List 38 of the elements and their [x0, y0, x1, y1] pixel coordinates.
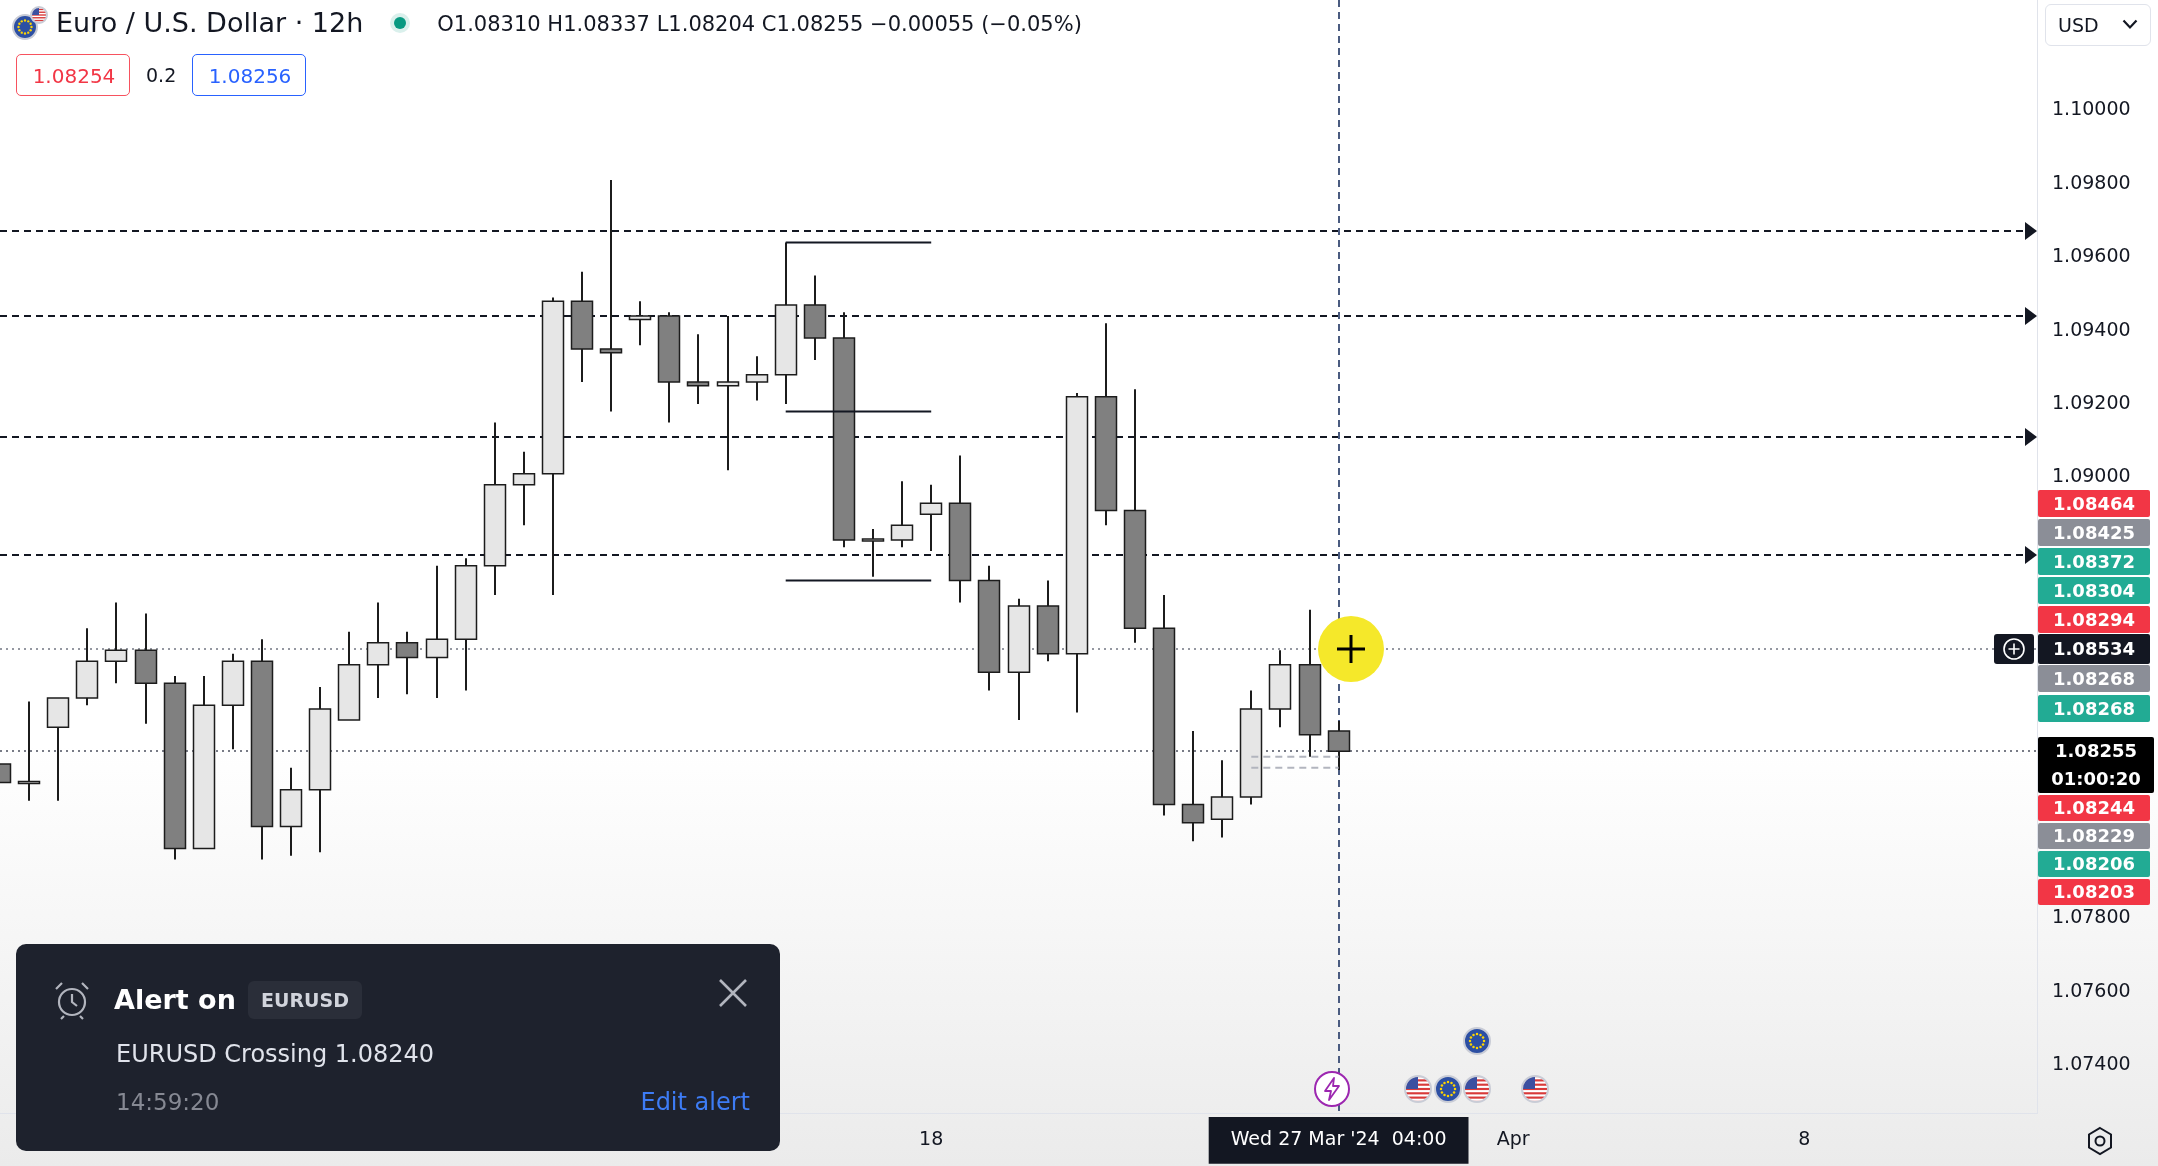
y-tick-label: 1.09200	[2052, 391, 2131, 413]
price-button: 1.08254	[16, 54, 130, 96]
price-tag: 1.08203	[2038, 879, 2150, 906]
price-tag: 1.08464	[2038, 490, 2150, 518]
price-tag: 1.08268	[2038, 665, 2150, 693]
ref-line-label: 1.08255	[2054, 739, 2138, 764]
y-tick-label: 1.10000	[2052, 97, 2131, 120]
price-tag: 1.08425	[2038, 519, 2150, 547]
annotation: 14:59:20	[116, 1088, 220, 1117]
annotation: Edit alert	[640, 1087, 750, 1118]
price-tag: 1.08534	[2038, 633, 2150, 664]
price-button: 1.08256	[192, 54, 306, 96]
price-tag: 1.08255 01:00:20	[2038, 737, 2154, 794]
annotation: Alert on	[114, 983, 236, 1017]
x-tick-label: 18	[919, 1127, 944, 1150]
y-tick-label: 1.09400	[2052, 317, 2131, 340]
x-tick-label: Wed 27 Mar '24 04:00	[1230, 1127, 1447, 1150]
annotation: 0.2	[146, 63, 177, 88]
price-tag: 1.08294	[2038, 606, 2150, 634]
annotation: EURUSD Crossing 1.08240	[116, 1039, 435, 1070]
y-tick-label: 1.07800	[2052, 905, 2131, 928]
symbol-badge: EURUSD	[248, 981, 362, 1019]
price-tag: 1.08268	[2038, 695, 2150, 723]
y-tick-label: 1.09800	[2052, 170, 2131, 193]
y-tick-label: 1.09600	[2052, 244, 2131, 267]
text: O1.08310 H1.08337 L1.08204 C1.08255 −0.00055 (−0.05%)	[437, 11, 1082, 38]
price-tag: 1.08372	[2038, 548, 2150, 576]
price-tag: 1.08206	[2038, 851, 2150, 878]
y-tick-label: 1.07400	[2052, 1052, 2131, 1075]
chart-title: Euro / U.S. Dollar · 12h	[56, 6, 364, 40]
currency-dropdown: USD	[2045, 4, 2151, 46]
y-tick-label: 1.09000	[2052, 464, 2131, 487]
x-tick-label: Apr	[1496, 1127, 1530, 1150]
x-tick-label: 8	[1798, 1127, 1811, 1150]
price-tag: 1.08244	[2038, 795, 2150, 822]
y-tick-label: 1.07600	[2052, 978, 2131, 1001]
price-tag: 1.08304	[2038, 577, 2150, 605]
price-tag: 1.08229	[2038, 823, 2150, 850]
